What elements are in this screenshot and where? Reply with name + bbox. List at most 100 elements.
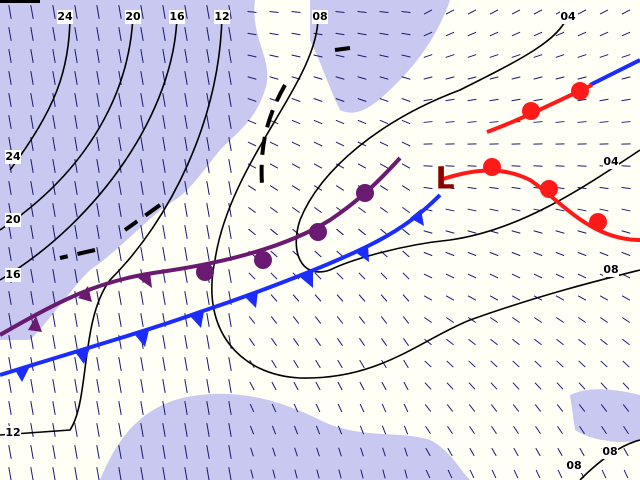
wind-arrow <box>162 93 166 107</box>
isobars <box>0 14 640 480</box>
wind-arrow <box>228 115 232 129</box>
wind-arrow <box>511 295 521 301</box>
wind-arrow <box>358 206 366 214</box>
wind-arrow <box>269 76 279 80</box>
wind-arrow <box>162 159 166 173</box>
isobar <box>0 14 134 231</box>
wind-arrow <box>118 93 122 107</box>
wind-arrow <box>269 185 279 191</box>
wind-arrow <box>401 11 411 13</box>
wind-arrow <box>291 11 301 13</box>
wind-arrow <box>489 54 499 58</box>
wind-arrow <box>30 203 34 217</box>
wind-arrow <box>337 425 343 435</box>
wind-arrow <box>403 338 409 346</box>
wind-arrow <box>313 163 323 169</box>
wind-arrow <box>380 272 388 280</box>
wind-arrow <box>577 295 587 301</box>
wind-arrow <box>118 159 122 173</box>
wind-arrow <box>313 119 323 125</box>
wind-arrow <box>247 54 257 58</box>
wind-arrow <box>401 54 411 58</box>
wind-arrow <box>357 32 367 36</box>
wind-arrow <box>335 76 345 80</box>
label-box <box>214 10 230 24</box>
low-pressure-label: L <box>435 162 454 197</box>
wind-arrow <box>357 11 367 13</box>
wind-arrow <box>379 32 389 36</box>
label-box <box>603 155 619 169</box>
wind-arrow <box>622 382 630 390</box>
wind-arrow <box>8 93 12 107</box>
wind-arrow <box>74 71 78 85</box>
wind-arrow <box>621 317 631 323</box>
wind-arrow <box>402 228 410 236</box>
wind-arrow <box>228 49 232 63</box>
wind-arrow <box>404 447 408 457</box>
wind-arrow <box>621 251 631 257</box>
wind-arrow <box>467 31 477 37</box>
wind-arrow <box>599 251 609 257</box>
wind-arrow <box>381 359 387 369</box>
wind-arrow <box>380 316 388 324</box>
wind-arrow <box>335 98 345 102</box>
wind-arrow <box>578 360 586 368</box>
wind-arrow <box>206 291 210 305</box>
wind-arrow <box>467 121 477 123</box>
wind-arrow <box>118 203 122 217</box>
wind-arrow <box>249 381 255 391</box>
wind-arrow <box>228 93 232 107</box>
wind-arrow <box>447 469 453 479</box>
wind-arrow <box>445 230 455 234</box>
wind-arrow <box>247 98 257 102</box>
wind-arrow <box>359 381 365 391</box>
isobar-label: 08 <box>312 10 327 23</box>
wind-arrow <box>445 251 455 257</box>
wind-arrow <box>511 273 521 279</box>
wind-arrow <box>162 379 166 393</box>
wind-arrow <box>382 469 386 479</box>
wind-arrow <box>357 163 367 169</box>
wind-arrow <box>248 316 256 324</box>
wind-arrow <box>96 137 100 151</box>
wind-arrow <box>359 425 365 435</box>
wind-arrow <box>577 98 587 102</box>
wind-arrow <box>337 338 343 346</box>
wind-arrow <box>314 294 322 302</box>
wind-arrow <box>445 186 455 190</box>
wind-arrow <box>249 338 255 346</box>
wind-arrow <box>599 121 609 123</box>
wind-arrow <box>291 119 301 125</box>
wind-arrow <box>403 403 409 413</box>
wind-arrow <box>336 316 344 324</box>
wind-arrow <box>381 338 387 346</box>
wind-arrow <box>469 469 475 479</box>
wind-arrow <box>228 467 232 480</box>
wind-arrow <box>8 247 12 261</box>
wind-arrow <box>96 27 100 41</box>
wind-arrow <box>491 469 497 479</box>
wind-arrow <box>491 447 497 457</box>
label-box <box>5 213 21 227</box>
wind-arrow <box>599 186 609 190</box>
wind-arrow <box>336 294 344 302</box>
wind-arrow <box>162 247 166 261</box>
wind-arrow <box>206 379 210 393</box>
wind-arrow <box>338 447 342 457</box>
wind-arrow <box>425 469 431 479</box>
isobar-label: 12 <box>5 426 20 439</box>
wind-arrow <box>270 250 278 258</box>
wind-arrow <box>8 379 12 393</box>
wind-arrow <box>294 469 298 479</box>
wind-arrow <box>30 225 34 239</box>
wind-arrow <box>357 54 367 58</box>
wind-arrow <box>228 137 232 151</box>
wind-arrow <box>96 203 100 217</box>
isobar-label: 24 <box>57 10 73 23</box>
wind-arrow <box>357 98 367 102</box>
wind-arrow <box>228 269 232 283</box>
wind-arrow <box>269 32 279 36</box>
wind-arrow <box>489 9 499 15</box>
wind-arrow <box>511 230 521 234</box>
wind-arrow <box>423 251 433 257</box>
